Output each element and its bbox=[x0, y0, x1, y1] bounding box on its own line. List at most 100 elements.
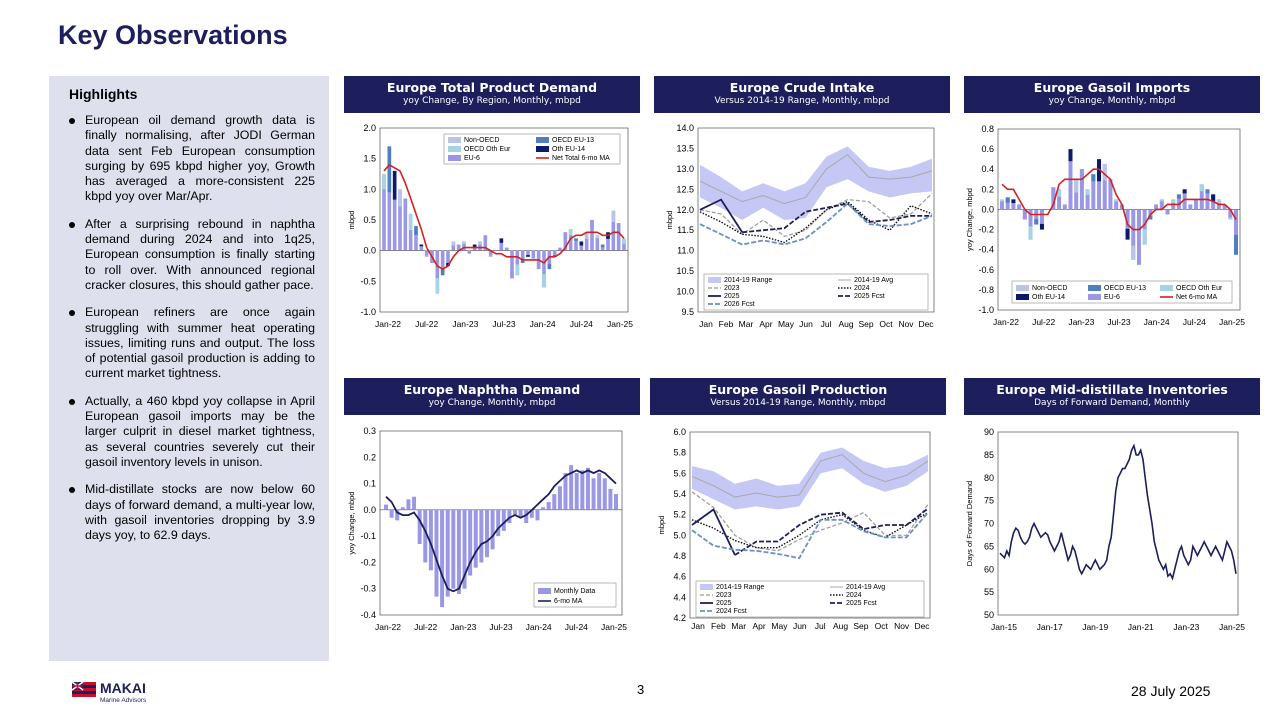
legend-label: OECD Oth Eur bbox=[464, 146, 511, 153]
bar-segment bbox=[1176, 194, 1181, 199]
legend-label: Net 6-mo MA bbox=[1176, 294, 1218, 301]
bar bbox=[428, 509, 433, 571]
bar-segment bbox=[1205, 189, 1210, 194]
y-tick-label: -0.2 bbox=[360, 557, 376, 567]
y-tick-label: 13.0 bbox=[676, 164, 694, 174]
bar bbox=[531, 250, 536, 260]
bar bbox=[1131, 209, 1136, 260]
bar bbox=[507, 509, 512, 523]
x-tick-label: Jan bbox=[691, 621, 705, 631]
highlights-title: Highlights bbox=[69, 86, 138, 102]
x-tick-label: Sep bbox=[858, 319, 873, 329]
bar-segment bbox=[536, 260, 541, 270]
y-tick-label: -1.0 bbox=[978, 305, 994, 315]
x-tick-label: May bbox=[778, 319, 795, 329]
panel-header: Europe Crude Intake Versus 2014-19 Range… bbox=[654, 76, 950, 113]
y-tick-label: 90 bbox=[984, 427, 994, 437]
legend-label: EU-6 bbox=[1104, 294, 1120, 301]
bar-segment bbox=[462, 241, 466, 245]
bar bbox=[1199, 184, 1204, 210]
y-tick-label: 12.5 bbox=[676, 184, 694, 194]
bar bbox=[1102, 164, 1107, 210]
series-line bbox=[691, 511, 929, 549]
legend-label: 2023 bbox=[716, 592, 732, 599]
x-tick-label: Jan-24 bbox=[526, 622, 552, 632]
y-tick-label: -1.0 bbox=[360, 307, 376, 317]
legend-label: 2025 bbox=[716, 600, 732, 607]
x-tick-label: Sep bbox=[853, 621, 868, 631]
bar bbox=[468, 509, 473, 576]
bar bbox=[510, 250, 514, 279]
bar bbox=[1114, 199, 1119, 210]
panel-subtitle: Versus 2014-19 Range, Monthly, mbpd bbox=[710, 398, 886, 408]
bar bbox=[1051, 187, 1056, 210]
bar bbox=[557, 486, 562, 510]
x-tick-label: Jul bbox=[821, 319, 832, 329]
y-tick-label: -0.2 bbox=[978, 225, 994, 235]
chart-gasoil-production: 6.0 5.8 5.6 5.4 5.2 5.0 4.8 4.6 4.4 4.2 mbpd Jan Feb… bbox=[657, 427, 931, 631]
bar bbox=[552, 250, 557, 257]
series-line bbox=[742, 202, 932, 234]
chart-middistillate-inventories: 90 85 80 75 70 65 60 55 50 Days of Forward Demand… bbox=[965, 427, 1245, 632]
bar bbox=[1028, 209, 1033, 240]
legend-label: 2024 bbox=[846, 592, 862, 599]
series-line bbox=[691, 454, 929, 498]
bar-segment bbox=[499, 238, 504, 243]
legend-swatch bbox=[700, 584, 713, 590]
chart-crude-intake: 14.0 13.5 13.0 12.5 12.0 11.5 11.0 10.5 10.0 9.5 m… bbox=[665, 123, 935, 329]
y-axis-label: mbpd bbox=[657, 516, 666, 535]
panel-title: Europe Naphtha Demand bbox=[403, 382, 581, 397]
bar-segment bbox=[1051, 187, 1056, 198]
bar-segment bbox=[451, 241, 456, 246]
bar bbox=[1034, 209, 1039, 225]
legend-label: Oth EU-14 bbox=[1032, 294, 1065, 301]
bar-segment bbox=[1114, 199, 1119, 202]
chart-gasoil-imports: 0.8 0.6 0.4 0.2 0.0 -0.2 -0.4 -0.6 -0.8 -1.0 yoy C… bbox=[965, 124, 1245, 327]
bar bbox=[403, 198, 408, 251]
y-tick-label: -0.4 bbox=[360, 610, 376, 620]
bar bbox=[1017, 204, 1022, 210]
bar-segment bbox=[1148, 215, 1153, 220]
bar bbox=[1085, 189, 1090, 210]
bar-segment bbox=[600, 244, 605, 248]
bar bbox=[387, 146, 392, 251]
highlights-list: European oil demand growth data is final… bbox=[69, 113, 315, 543]
panel-middistillate-inventories: Europe Mid-distillate Inventories Days o… bbox=[964, 378, 1260, 640]
legend-label: 2024 Fcst bbox=[716, 608, 747, 615]
bar bbox=[600, 244, 605, 251]
bar bbox=[518, 509, 523, 518]
y-tick-label: 4.6 bbox=[673, 572, 686, 582]
bar-segment bbox=[478, 241, 482, 245]
bar-segment bbox=[510, 272, 514, 279]
legend-swatch bbox=[448, 137, 461, 143]
bar-segment bbox=[387, 146, 392, 193]
flag-icon bbox=[72, 681, 96, 697]
bar bbox=[1142, 209, 1147, 245]
bar-segment bbox=[579, 241, 584, 246]
y-tick-label: 0.0 bbox=[363, 246, 376, 256]
chart-total-demand: 2.0 1.5 1.0 0.5 0.0 -0.5 -1.0 mbpd Jan-22 Jul-22 J… bbox=[347, 123, 633, 329]
x-tick-label: Jul-24 bbox=[1183, 317, 1206, 327]
bar-segment bbox=[1034, 219, 1039, 225]
bar bbox=[611, 210, 616, 251]
y-tick-label: -0.3 bbox=[360, 584, 376, 594]
series-line bbox=[691, 491, 929, 552]
bar-segment bbox=[435, 278, 440, 294]
bar-segment bbox=[1079, 169, 1084, 184]
bar-segment bbox=[1005, 197, 1010, 203]
bar bbox=[483, 235, 488, 251]
page-title: Key Observations bbox=[58, 20, 288, 50]
x-tick-label: Jan-25 bbox=[1219, 317, 1245, 327]
x-tick-label: Jul-22 bbox=[414, 622, 437, 632]
y-tick-label: 10.5 bbox=[676, 266, 694, 276]
legend-label: Non-OECD bbox=[464, 137, 499, 144]
bar bbox=[1039, 209, 1044, 230]
series-line bbox=[699, 153, 933, 205]
bar bbox=[400, 507, 405, 510]
plot-frame bbox=[697, 127, 935, 313]
legend-label: 2014-19 Avg bbox=[846, 584, 885, 591]
x-tick-label: Jul-22 bbox=[415, 319, 438, 329]
bar-segment bbox=[547, 263, 552, 270]
bar-segment bbox=[515, 264, 520, 276]
y-tick-label: -0.1 bbox=[360, 531, 376, 541]
